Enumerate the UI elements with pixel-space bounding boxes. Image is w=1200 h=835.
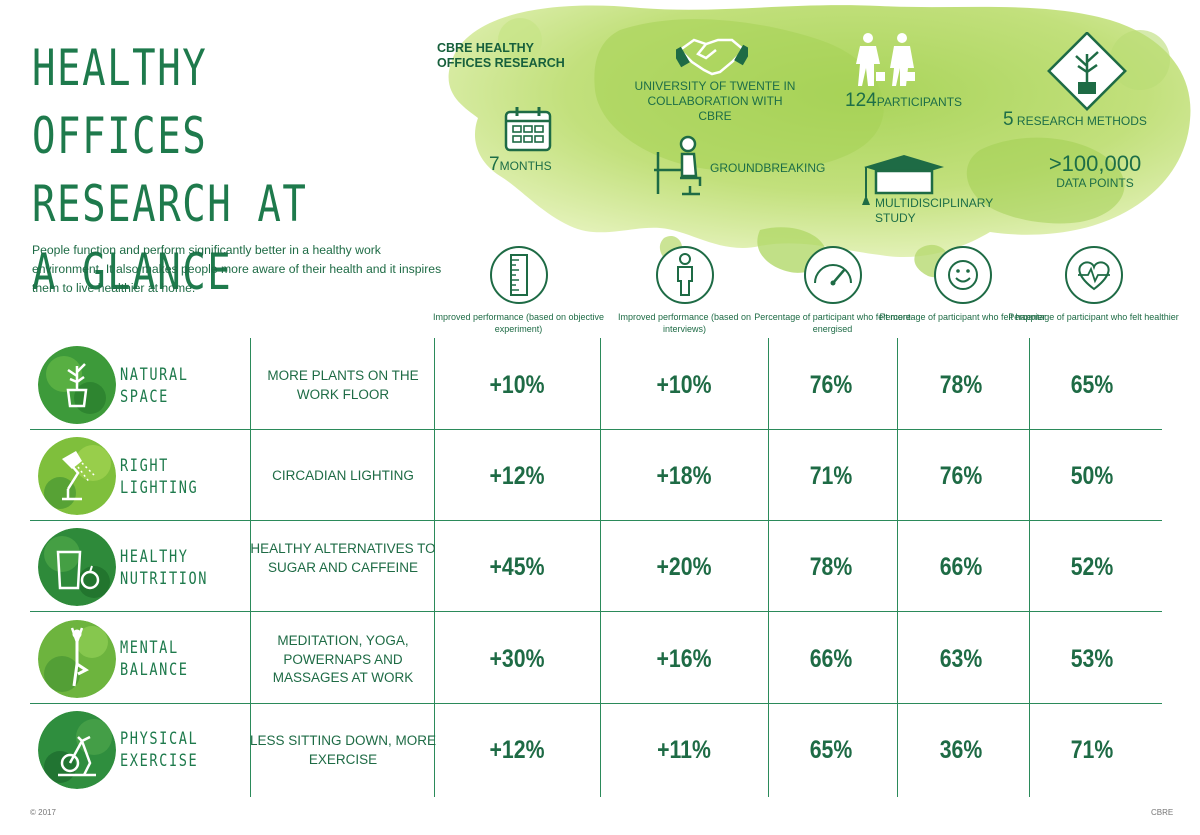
ruler-icon — [490, 246, 548, 304]
row-intervention: MORE PLANTS ON THE WORK FLOOR — [267, 368, 419, 402]
grid-hline — [30, 611, 1162, 612]
value-cell: 66% — [809, 645, 853, 673]
potted-plant-icon — [38, 346, 116, 424]
person-icon — [656, 246, 714, 304]
value-cell: 71% — [809, 462, 853, 490]
participants-icon — [856, 33, 915, 86]
yoga-pose-icon — [38, 620, 116, 698]
row-category: PHYSICAL EXERCISE — [120, 729, 199, 771]
value-cell: +16% — [656, 645, 712, 673]
value-cell: +20% — [656, 553, 712, 581]
column-label-objective: Improved performance (based on objective… — [432, 312, 605, 334]
value-cell: +10% — [489, 371, 545, 399]
row-intervention: LESS SITTING DOWN, MORE EXERCISE — [249, 733, 436, 767]
value-cell: 76% — [939, 462, 983, 490]
value-cell: 66% — [939, 553, 983, 581]
smiley-icon — [934, 246, 992, 304]
glass-apple-icon — [38, 528, 116, 606]
value-cell: 71% — [1070, 736, 1114, 764]
value-cell: 78% — [939, 371, 983, 399]
groundbreaking-label: GROUNDBREAKING — [710, 161, 826, 175]
grid-vline — [600, 338, 601, 797]
methods-number: 5 — [1003, 109, 1014, 130]
row-category: MENTAL BALANCE — [120, 638, 189, 680]
plant-diamond-icon — [1047, 32, 1127, 111]
value-cell: +12% — [489, 462, 545, 490]
watercolor-splash — [448, 5, 1191, 278]
participants-label: PARTICIPANTS — [876, 95, 963, 109]
university-label: UNIVERSITY OF TWENTE IN COLLABORATION WI… — [634, 79, 796, 123]
grid-hline — [30, 703, 1162, 704]
value-cell: 52% — [1070, 553, 1114, 581]
gauge-icon — [804, 246, 862, 304]
column-label-energised: Percentage of participant who felt more … — [754, 312, 911, 334]
value-cell: +11% — [657, 736, 711, 764]
value-cell: 65% — [1070, 371, 1114, 399]
grid-hline — [30, 429, 1162, 430]
row-category: RIGHT LIGHTING — [120, 456, 199, 498]
calendar-icon — [504, 107, 552, 152]
value-cell: +45% — [489, 553, 545, 581]
heart-pulse-icon — [1065, 246, 1123, 304]
participants-stat: 124PARTICIPANTS — [845, 90, 963, 111]
multidisciplinary-label: MULTIDISCIPLINARY STUDY — [875, 196, 994, 225]
value-cell: 53% — [1070, 645, 1114, 673]
row-intervention: HEALTHY ALTERNATIVES TO SUGAR AND CAFFEI… — [250, 541, 436, 575]
research-heading: CBRE HEALTHY OFFICES RESEARCH — [437, 41, 565, 70]
grid-vline — [897, 338, 898, 797]
row-intervention: MEDITATION, YOGA, POWERNAPS AND MASSAGES… — [272, 633, 414, 685]
months-stat: 7MONTHS — [489, 154, 552, 175]
handshake-icon — [676, 38, 748, 76]
value-cell: 50% — [1070, 462, 1114, 490]
page-title: HEALTHY OFFICES RESEARCH AT A GLANCE — [32, 39, 308, 301]
grid-vline — [768, 338, 769, 797]
row-intervention: CIRCADIAN LIGHTING — [272, 468, 414, 483]
months-label: MONTHS — [499, 159, 552, 173]
value-cell: +30% — [489, 645, 545, 673]
months-number: 7 — [489, 154, 500, 175]
desk-worker-icon — [654, 135, 702, 196]
grid-vline — [434, 338, 435, 797]
datapoints-number: >100,000 — [1048, 151, 1142, 176]
datapoints-stat: >100,000 DATA POINTS — [1030, 152, 1160, 191]
row-category: HEALTHY NUTRITION — [120, 547, 209, 589]
value-cell: 36% — [939, 736, 983, 764]
intro-text: People function and perform significantl… — [32, 243, 442, 295]
value-cell: 65% — [809, 736, 853, 764]
grid-hline — [30, 520, 1162, 521]
grid-vline — [1029, 338, 1030, 797]
graduation-cap-icon — [862, 155, 944, 205]
value-cell: +10% — [656, 371, 712, 399]
value-cell: +12% — [489, 736, 545, 764]
value-cell: +18% — [656, 462, 712, 490]
value-cell: 76% — [809, 371, 853, 399]
desk-lamp-icon — [38, 437, 116, 515]
row-category: NATURAL SPACE — [120, 365, 189, 407]
methods-stat: 5 RESEARCH METHODS — [1003, 109, 1147, 130]
copyright: © 2017 — [30, 808, 56, 817]
participants-number: 124 — [845, 90, 877, 111]
value-cell: 78% — [809, 553, 853, 581]
grid-vline — [250, 338, 251, 797]
column-label-interviews: Improved performance (based on interview… — [617, 312, 752, 334]
exercise-bike-icon — [38, 711, 116, 789]
value-cell: 63% — [939, 645, 983, 673]
footer-brand: CBRE — [1151, 808, 1174, 817]
column-label-healthier: Percentage of participant who felt healt… — [1008, 312, 1179, 322]
column-label-happier: Percentage of participant who felt happi… — [879, 312, 1046, 322]
methods-label: RESEARCH METHODS — [1016, 114, 1147, 128]
datapoints-label: DATA POINTS — [1056, 176, 1134, 190]
